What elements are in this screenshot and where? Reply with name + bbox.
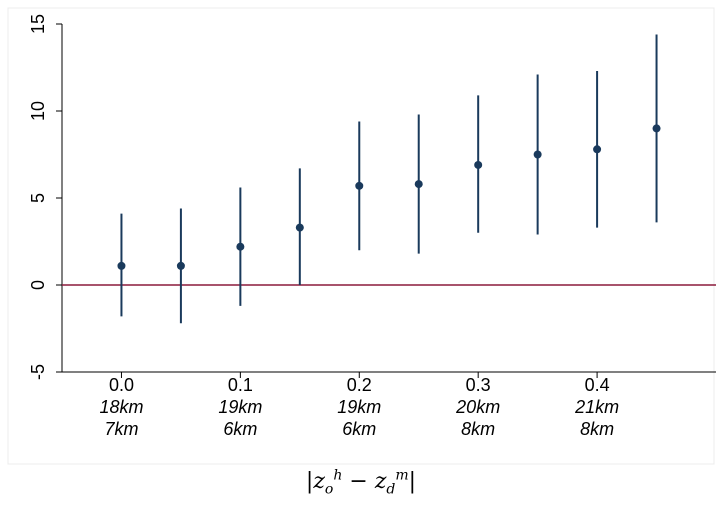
point-estimate	[474, 160, 483, 169]
x-tick-sublabel-1: 21km	[574, 397, 619, 417]
x-tick-sublabel-2: 7km	[104, 419, 138, 439]
x-tick-sublabel-2: 6km	[342, 419, 376, 439]
x-tick-sublabel-1: 20km	[455, 397, 500, 417]
x-tick-label: 0.4	[585, 375, 610, 395]
figure-border	[7, 7, 715, 465]
y-tick-label: 0	[28, 280, 48, 290]
point-estimate	[593, 145, 602, 154]
point-estimate	[652, 124, 661, 133]
x-tick-sublabel-1: 18km	[99, 397, 143, 417]
x-tick-sublabel-2: 6km	[223, 419, 257, 439]
x-axis-title-text: |zoh − zdm|	[305, 468, 417, 498]
y-tick-label: -5	[28, 364, 48, 380]
x-axis-title: |zoh − zdm|	[0, 468, 722, 498]
x-tick-sublabel-1: 19km	[337, 397, 381, 417]
point-estimate	[176, 261, 185, 270]
point-estimate	[414, 180, 423, 189]
point-estimate	[117, 261, 126, 270]
y-tick-label: 15	[28, 14, 48, 34]
y-tick-label: 10	[28, 101, 48, 121]
x-tick-label: 0.2	[347, 375, 372, 395]
x-tick-label: 0.1	[228, 375, 253, 395]
point-estimate	[236, 242, 245, 251]
point-estimate	[355, 181, 364, 190]
x-tick-sublabel-2: 8km	[461, 419, 495, 439]
y-tick-label: 5	[28, 193, 48, 203]
x-tick-label: 0.3	[466, 375, 491, 395]
point-estimate	[295, 223, 304, 232]
chart-marks: -50510150.018km7km0.119km6km0.219km6km0.…	[28, 14, 716, 439]
x-tick-sublabel-2: 8km	[580, 419, 614, 439]
x-tick-sublabel-1: 19km	[218, 397, 262, 417]
point-estimate	[533, 150, 542, 159]
x-tick-label: 0.0	[109, 375, 134, 395]
